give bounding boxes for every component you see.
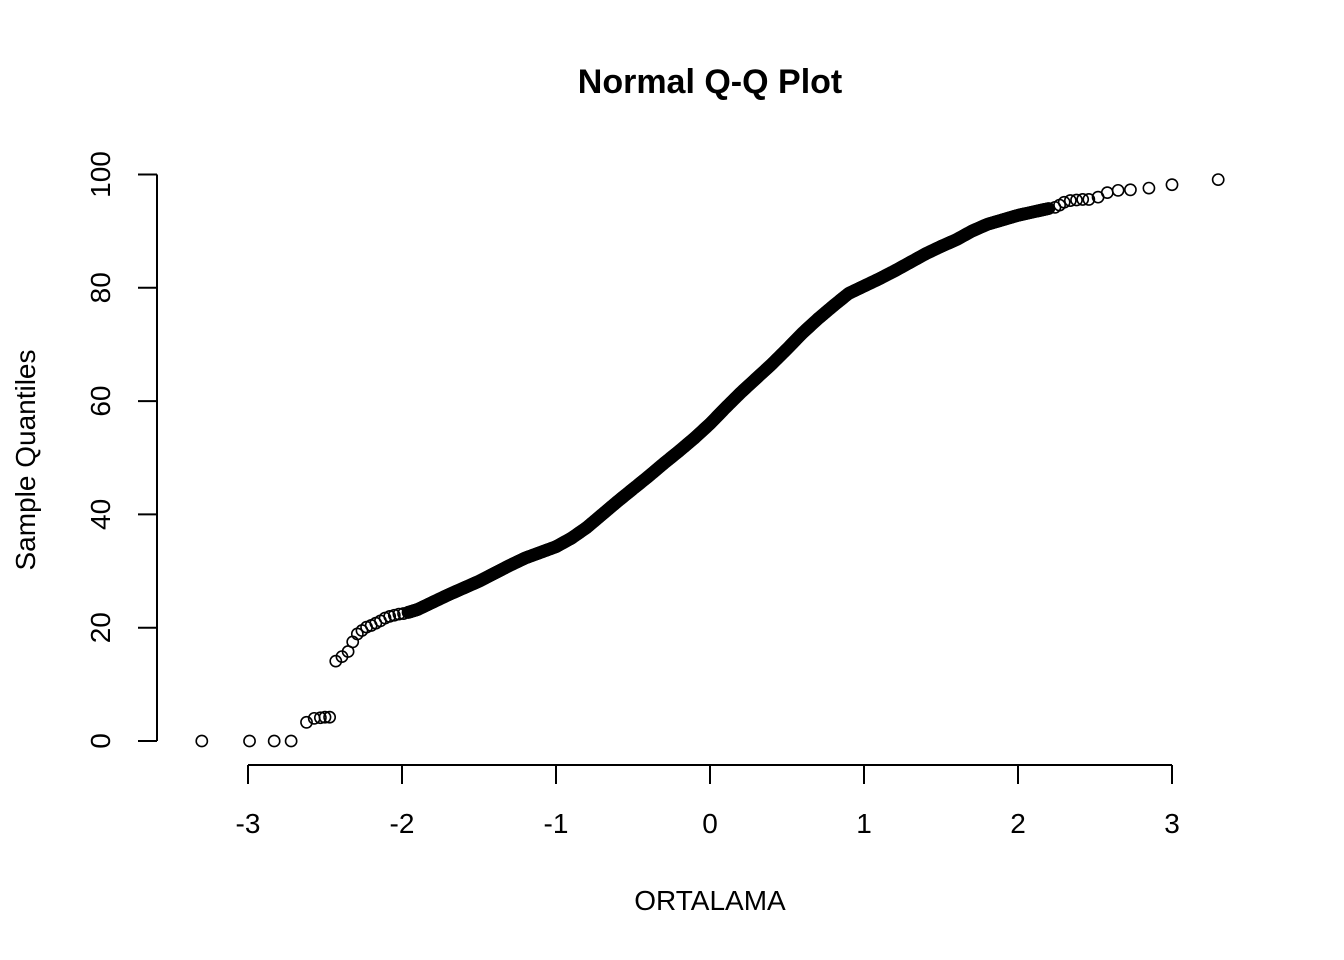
y-tick-label: 0 [85,733,116,749]
data-point [284,734,298,748]
data-point [300,715,313,729]
y-tick-label: 40 [85,499,116,530]
data-point [1076,193,1090,206]
data-point [267,734,281,748]
y-tick-label: 60 [85,386,116,417]
y-tick-label: 20 [85,612,116,643]
y-axis: 0 20 40 60 80 100 [85,151,158,749]
x-tick-label: 0 [702,808,718,839]
x-axis-label: ORTALAMA [634,885,786,916]
data-point [243,734,256,748]
data-point [1165,178,1179,192]
data-point [1082,193,1096,206]
data-point [383,609,397,623]
x-tick-label: 3 [1164,808,1180,839]
data-point [195,734,209,748]
x-tick-label: -3 [236,808,261,839]
data-points [195,173,1225,748]
data-point [313,711,327,725]
x-tick-label: -1 [544,808,569,839]
x-tick-label: -2 [390,808,415,839]
y-axis-label: Sample Quantiles [10,349,41,570]
data-point [318,710,332,724]
x-tick-label: 1 [856,808,872,839]
data-point [323,710,337,724]
x-tick-label: 2 [1010,808,1026,839]
data-point [1057,195,1071,209]
data-point [1100,186,1114,200]
data-point [387,608,401,622]
data-point [1211,173,1225,186]
data-point [1063,194,1077,207]
y-tick-label: 80 [85,272,116,303]
x-axis: -3 -2 -1 0 1 2 3 [236,764,1180,839]
data-point [1124,183,1137,197]
y-tick-label: 100 [85,151,116,198]
data-point [1070,193,1083,207]
data-point [1111,183,1125,197]
data-point [1142,181,1156,195]
chart-title: Normal Q-Q Plot [578,63,842,101]
